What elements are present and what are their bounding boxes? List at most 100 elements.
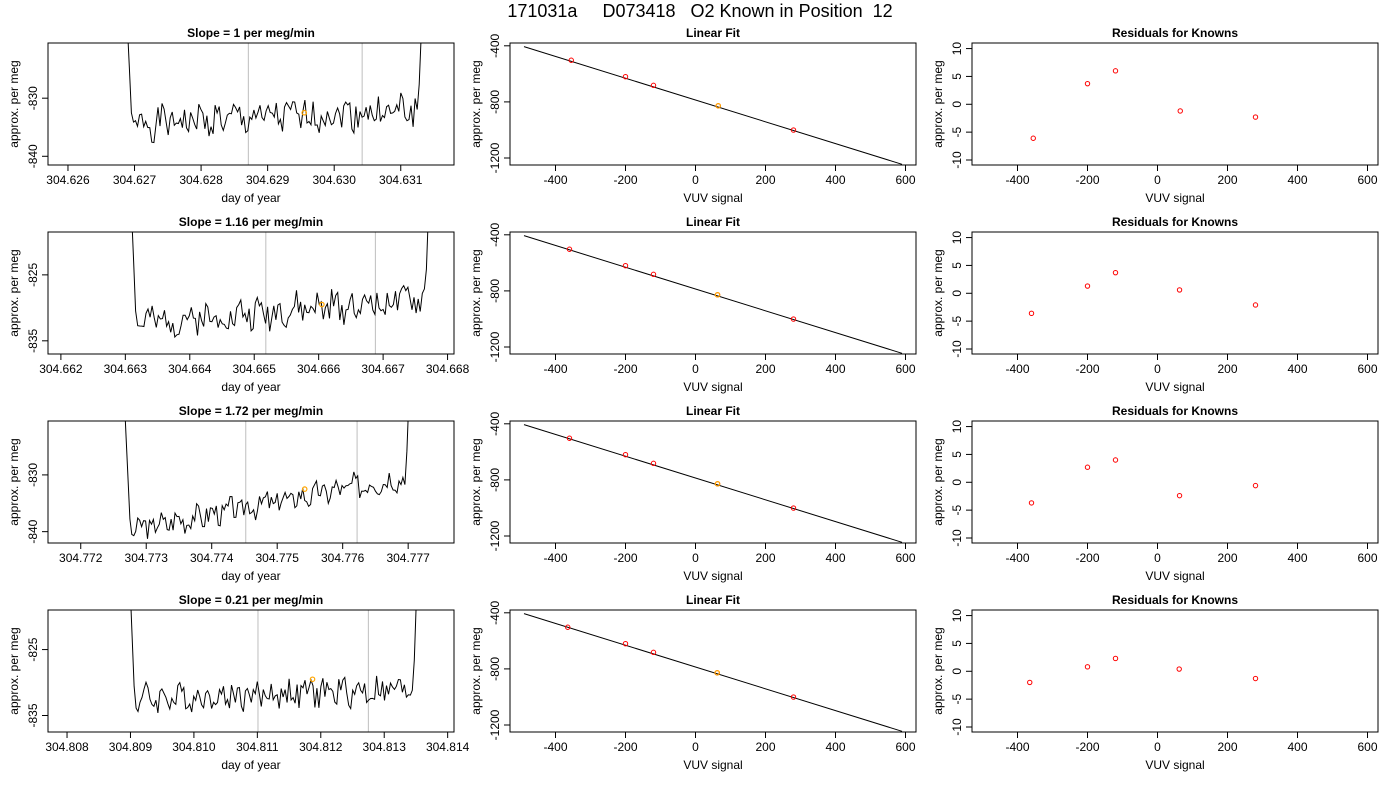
x-tick-label: 600 [895, 173, 915, 187]
y-axis-label: approx. per meg [931, 249, 945, 336]
residual-point [1084, 464, 1091, 470]
known-point [790, 316, 797, 322]
y-tick-label: 5 [950, 640, 964, 647]
residual-point [1252, 482, 1259, 489]
y-tick-label: 0 [950, 290, 964, 297]
y-tick-label: -400 [488, 33, 502, 57]
y-tick-label: -1200 [488, 709, 502, 740]
plot-frame [509, 420, 917, 544]
plot-title: Linear Fit [686, 404, 740, 418]
x-axis-label: VUV signal [1145, 380, 1204, 394]
plot-title: Slope = 1.16 per meg/min [179, 215, 323, 229]
x-tick-label: -400 [1005, 551, 1029, 565]
plot-frame [47, 42, 455, 166]
x-tick-label: 600 [895, 551, 915, 565]
x-tick-label: -400 [543, 551, 567, 565]
plot-frame [47, 420, 455, 544]
y-axis-label: approx. per meg [7, 438, 21, 525]
x-tick-label: 304.776 [321, 551, 365, 565]
y-tick-label: 10 [950, 42, 964, 56]
y-tick-label: -830 [26, 86, 40, 110]
residual-point [1030, 135, 1036, 141]
known-point [650, 649, 657, 656]
x-axis-label: VUV signal [683, 758, 742, 772]
residual-point [1084, 283, 1091, 289]
plot-title: Residuals for Knowns [1112, 404, 1238, 418]
x-tick-label: 0 [1154, 362, 1161, 376]
x-tick-label: 304.629 [246, 173, 290, 187]
x-tick-label: 304.814 [426, 740, 470, 754]
x-tick-label: 0 [692, 173, 699, 187]
plot-frame [971, 420, 1379, 544]
y-tick-label: 5 [950, 73, 964, 80]
x-tick-label: 304.662 [39, 362, 83, 376]
x-tick-label: 304.668 [426, 362, 470, 376]
row2-residuals-panel: Residuals for Knowns VUV signal approx. pe… [931, 215, 1379, 394]
plot-title: Slope = 1 per meg/min [187, 26, 315, 40]
x-tick-label: 200 [755, 551, 775, 565]
y-axis-label: approx. per meg [469, 627, 483, 714]
residual-point [1176, 666, 1182, 672]
x-tick-label: 304.774 [190, 551, 234, 565]
x-tick-label: 304.777 [386, 551, 430, 565]
known-point [622, 73, 629, 80]
fit-line [523, 613, 903, 732]
y-axis-label: approx. per meg [7, 627, 21, 714]
y-axis-label: approx. per meg [7, 60, 21, 147]
highlight-point [714, 292, 721, 298]
x-tick-label: -200 [613, 362, 637, 376]
y-tick-label: -400 [488, 600, 502, 624]
data-trace [131, 232, 429, 339]
x-tick-label: 400 [825, 551, 845, 565]
x-tick-label: -400 [1005, 740, 1029, 754]
data-trace [130, 610, 417, 713]
x-tick-label: 304.773 [125, 551, 169, 565]
fit-line [523, 235, 903, 354]
y-tick-label: -5 [950, 315, 964, 326]
y-tick-label: 10 [950, 609, 964, 623]
residual-point [1027, 679, 1033, 686]
y-tick-label: -800 [488, 657, 502, 681]
x-tick-label: 200 [1217, 362, 1237, 376]
residual-point [1084, 664, 1091, 670]
x-tick-label: 600 [1357, 551, 1377, 565]
plot-title: Linear Fit [686, 26, 740, 40]
x-tick-label: 600 [1357, 173, 1377, 187]
x-tick-label: 0 [1154, 173, 1161, 187]
x-tick-label: -200 [1075, 362, 1099, 376]
x-tick-label: 400 [1287, 551, 1307, 565]
highlight-point [301, 109, 308, 116]
x-tick-label: 400 [1287, 740, 1307, 754]
known-point [622, 262, 629, 269]
known-point [565, 624, 571, 630]
plot-frame [509, 609, 917, 733]
residual-point [1176, 287, 1183, 293]
x-tick-label: 304.628 [179, 173, 223, 187]
residual-point [1028, 500, 1035, 506]
known-point [566, 435, 573, 441]
x-tick-label: 0 [692, 740, 699, 754]
x-axis-label: day of year [221, 380, 280, 394]
x-tick-label: 200 [755, 362, 775, 376]
residual-point [1112, 269, 1119, 276]
y-tick-label: -825 [26, 263, 40, 287]
plot-frame [509, 42, 917, 166]
x-tick-label: 0 [1154, 740, 1161, 754]
residual-point [1176, 492, 1183, 499]
data-trace [124, 421, 409, 539]
fit-line [523, 46, 903, 165]
row2-timeseries-panel: Slope = 1.16 per meg/min day of year appro… [7, 215, 470, 394]
plot-frame [971, 609, 1379, 733]
x-tick-label: 600 [1357, 740, 1377, 754]
y-axis-label: approx. per meg [931, 627, 945, 714]
known-point [790, 694, 797, 700]
x-axis-label: VUV signal [683, 380, 742, 394]
residual-point [1252, 675, 1259, 682]
row4-fit-panel: Linear Fit VUV signal approx. per meg -400 -… [469, 593, 917, 772]
x-tick-label: 304.811 [236, 740, 279, 754]
x-tick-label: -400 [1005, 173, 1029, 187]
y-axis-label: approx. per meg [931, 438, 945, 525]
known-point [568, 57, 574, 63]
y-tick-label: -840 [26, 519, 40, 543]
